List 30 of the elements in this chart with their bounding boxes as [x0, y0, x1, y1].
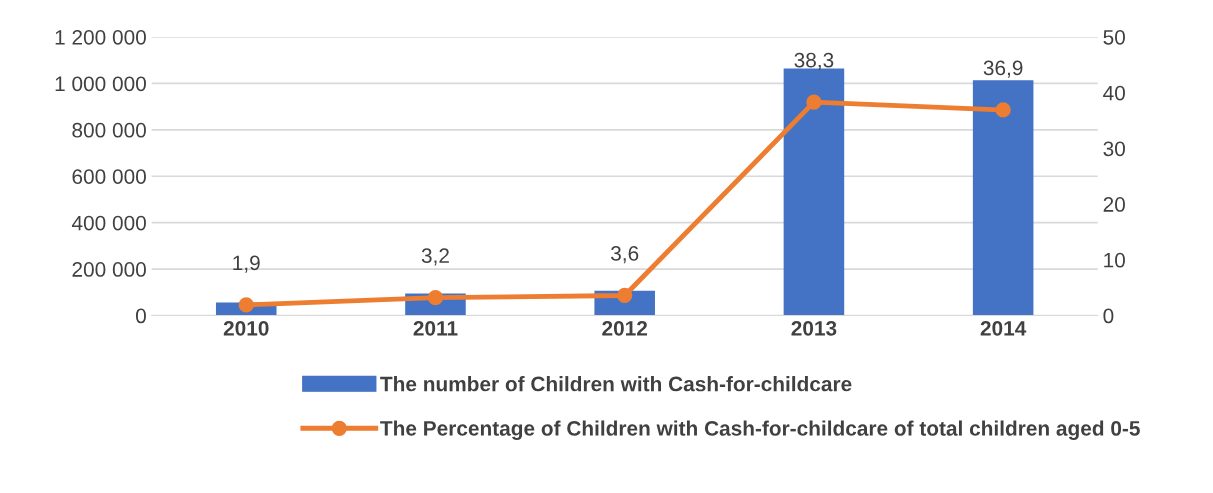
point: [806, 94, 822, 110]
x-tick-label: 2013: [791, 320, 837, 336]
y-tick-label: 200 000: [72, 262, 146, 277]
bar: [972, 80, 1034, 316]
y2-tick-label: 10: [1104, 252, 1125, 268]
y-tick-label: 400 000: [71, 215, 146, 231]
data-label: 36,9: [983, 60, 1023, 78]
data-label: 3,2: [421, 248, 449, 266]
y-tick-label: 800 000: [72, 122, 146, 138]
bar: [783, 68, 845, 316]
point: [995, 102, 1011, 118]
y-tick-label: 600 000: [72, 169, 146, 184]
y2-tick-label: 0: [1103, 308, 1114, 324]
y2-tick-label: 50: [1103, 29, 1125, 45]
data-label: 3,6: [611, 246, 639, 264]
point: [238, 297, 254, 313]
y-tick-label: 1 000 000: [55, 76, 146, 92]
y-tick-label: 1 200 000: [55, 29, 146, 45]
y2-tick-label: 30: [1103, 141, 1125, 157]
x-tick-label: 2014: [980, 320, 1027, 336]
x-tick-label: 2010: [223, 320, 269, 336]
data-label: 38,3: [794, 52, 834, 70]
x-tick-label: 2011: [413, 320, 458, 336]
legend-label: The number of Children with Cash-for-childcare: [380, 376, 852, 392]
x-tick-label: 2012: [602, 320, 648, 336]
y-tick-label: 0: [135, 308, 146, 324]
y2-tick-label: 20: [1103, 197, 1125, 212]
data-label: 1,9: [233, 255, 260, 273]
legend-label: The Percentage of Children with Cash-for-childcare of total children aged 0-5: [380, 420, 1140, 440]
y2-tick-label: 40: [1103, 85, 1125, 101]
